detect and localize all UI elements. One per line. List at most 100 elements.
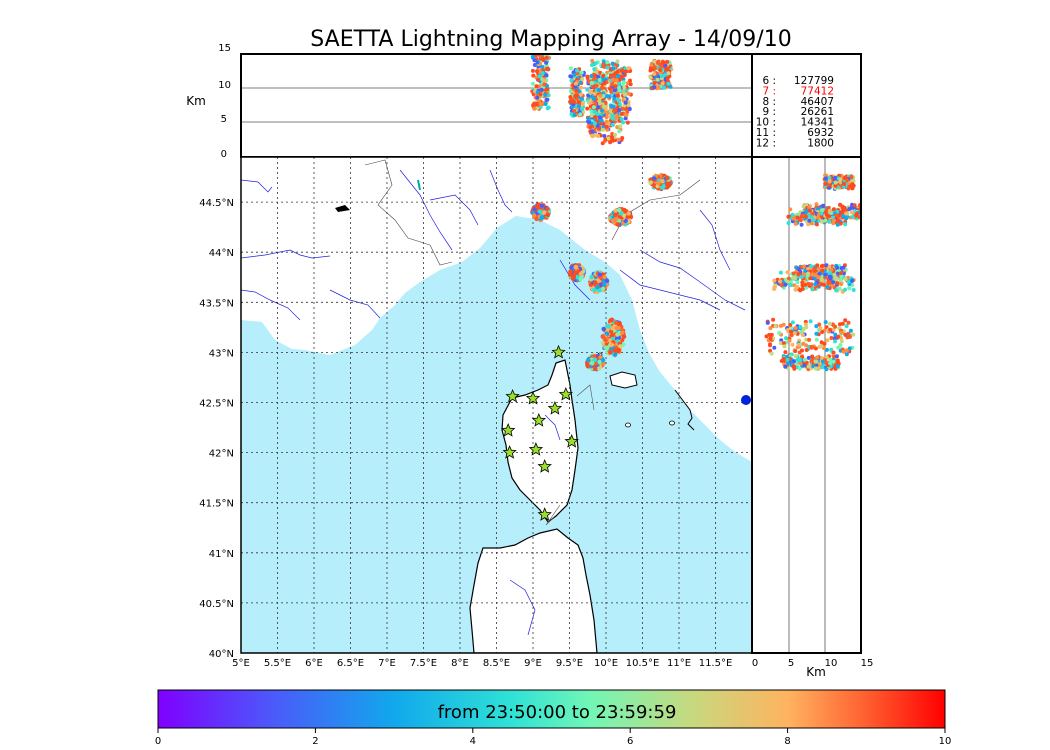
lightning-source-alt-lat xyxy=(816,366,821,371)
lightning-source xyxy=(585,364,591,369)
lon-tick-label: 5.5°E xyxy=(264,658,291,669)
lon-tick-label: 6.5°E xyxy=(337,658,364,669)
lightning-source-alt-lat xyxy=(802,357,807,362)
lightning-source-alt-lat xyxy=(796,267,801,272)
lightning-source-alt-lat xyxy=(814,337,819,342)
lightning-source-alt-lon xyxy=(586,93,591,98)
lightning-source-alt-lat xyxy=(814,222,819,227)
lightning-source-alt-lon xyxy=(604,124,609,129)
lightning-source-alt-lat xyxy=(790,320,795,325)
lightning-source-alt-lon xyxy=(573,94,578,99)
lightning-source-alt-lat xyxy=(824,367,829,372)
lightning-source-alt-lon xyxy=(610,113,615,118)
lightning-source xyxy=(614,216,619,221)
lightning-source-alt-lat xyxy=(835,265,840,270)
lightning-source-alt-lon xyxy=(542,82,547,87)
lightning-source-alt-lat xyxy=(838,221,843,226)
lightning-source xyxy=(623,218,628,223)
lightning-source-alt-lat xyxy=(783,282,788,287)
lightning-source-alt-lat xyxy=(804,337,809,342)
lightning-source-alt-lon xyxy=(613,84,618,89)
lightning-source-alt-lon xyxy=(610,116,615,121)
lightning-source-alt-lat xyxy=(813,273,818,278)
elba-island xyxy=(609,371,638,389)
lightning-source-alt-lat xyxy=(795,284,800,289)
lightning-source xyxy=(613,208,618,213)
lightning-source-alt-lat xyxy=(850,278,855,283)
lightning-source-alt-lon xyxy=(613,132,617,137)
lightning-source-alt-lat xyxy=(793,349,798,354)
lightning-source-alt-lat xyxy=(798,361,803,366)
lightning-source xyxy=(610,326,615,331)
lightning-source-alt-lon xyxy=(615,93,620,98)
lightning-source-alt-lat xyxy=(843,287,847,292)
lightning-source-alt-lat xyxy=(831,218,836,223)
lightning-source-alt-lon xyxy=(545,87,550,92)
side-tick-15: 15 xyxy=(861,658,874,669)
lon-tick-label: 7°E xyxy=(378,658,396,669)
count-value: 26261 xyxy=(801,106,834,118)
lightning-source-alt-lon xyxy=(649,63,654,67)
lightning-source-alt-lat xyxy=(818,326,823,331)
lightning-source-alt-lon xyxy=(592,77,596,82)
lightning-source-alt-lon xyxy=(534,84,539,89)
lightning-source-alt-lon xyxy=(597,78,602,82)
lightning-source-alt-lon xyxy=(656,61,660,65)
lightning-source-alt-lon xyxy=(652,72,657,76)
lightning-source xyxy=(656,181,661,186)
lightning-source-alt-lon xyxy=(612,88,617,93)
lightning-source-alt-lon xyxy=(580,107,585,112)
lightning-source-alt-lon xyxy=(612,109,616,113)
lightning-source-alt-lat xyxy=(791,275,796,280)
lightning-source-alt-lon xyxy=(585,76,590,80)
lightning-source-alt-lon xyxy=(663,63,668,68)
lightning-source-alt-lon xyxy=(544,60,549,65)
lightning-source-alt-lat xyxy=(800,333,805,337)
colorbar-tick: 2 xyxy=(312,736,318,747)
lma-station-star xyxy=(531,412,547,427)
lightning-source-alt-lat xyxy=(838,177,843,182)
lightning-source-alt-lat xyxy=(841,184,846,189)
lon-tick-label: 8.5°E xyxy=(483,658,510,669)
lightning-source xyxy=(578,271,584,276)
lightning-source-alt-lon xyxy=(652,59,656,64)
lightning-source-alt-lat xyxy=(824,212,829,217)
lightning-source-alt-lon xyxy=(568,99,573,104)
lightning-source-alt-lat xyxy=(800,287,805,291)
lightning-source-alt-lat xyxy=(836,334,841,339)
lightning-source-alt-lat xyxy=(833,339,837,344)
lightning-source-alt-lat xyxy=(791,271,796,276)
lightning-source-alt-lon xyxy=(607,86,612,91)
lightning-source xyxy=(597,359,602,364)
time-colorbar: from 23:50:00 to 23:59:59 0 2 4 6 8 10 xyxy=(155,689,951,747)
lightning-source-alt-lat xyxy=(849,205,854,210)
count-minute: 6 : xyxy=(762,75,776,87)
lightning-source-alt-lat xyxy=(843,332,848,337)
lightning-source-alt-lat xyxy=(768,326,773,331)
lightning-source xyxy=(622,213,627,218)
lightning-source-alt-lat xyxy=(786,214,791,219)
lightning-source xyxy=(610,332,615,338)
lightning-source-alt-lon xyxy=(579,96,584,101)
lightning-source-alt-lon xyxy=(619,117,624,122)
lightning-source-alt-lon xyxy=(665,59,670,64)
lightning-source-alt-lon xyxy=(596,74,601,79)
lightning-source-alt-lon xyxy=(598,115,602,120)
lightning-source-alt-lat xyxy=(808,208,812,213)
lightning-source-alt-lat xyxy=(826,281,831,286)
lightning-source-alt-lat xyxy=(820,330,825,334)
lightning-source-alt-lat xyxy=(806,271,811,276)
lightning-source xyxy=(571,274,577,279)
lightning-source-alt-lon xyxy=(623,69,628,74)
lightning-source-alt-lat xyxy=(809,214,814,219)
lightning-source-alt-lat xyxy=(835,271,840,276)
lightning-source-alt-lat xyxy=(806,364,811,369)
lightning-source-alt-lon xyxy=(658,63,663,68)
lightning-source-alt-lon xyxy=(605,65,610,70)
lightning-source-alt-lon xyxy=(660,81,665,86)
lightning-source xyxy=(605,345,610,350)
lightning-source xyxy=(613,212,618,218)
lon-tick-label: 10°E xyxy=(594,658,618,669)
lightning-source xyxy=(610,218,616,223)
lightning-source-alt-lon xyxy=(545,66,550,71)
